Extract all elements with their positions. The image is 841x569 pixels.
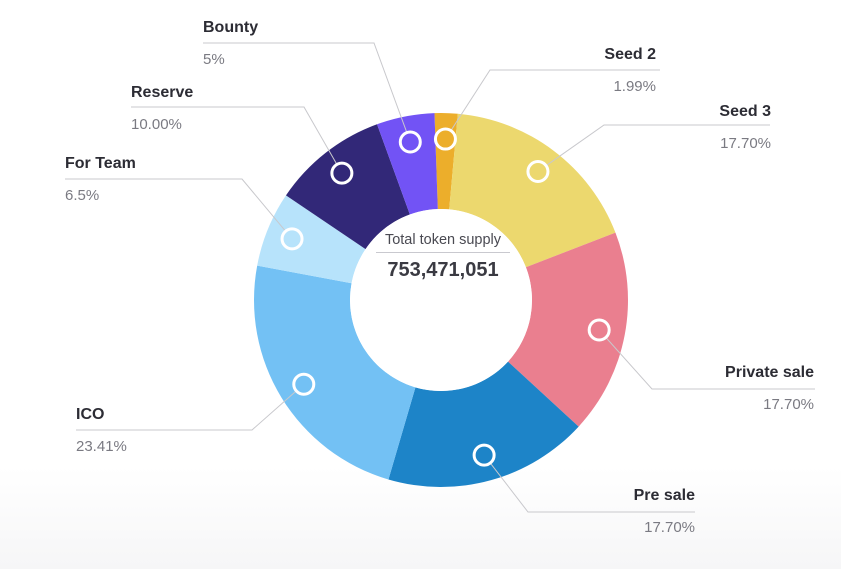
slice-name: Seed 3	[719, 103, 771, 120]
marker-seed-2[interactable]	[433, 127, 457, 151]
legend-label-bounty: Bounty 5%	[203, 18, 258, 70]
slice-for-team[interactable]	[257, 195, 366, 284]
slice-percent: 10.00%	[131, 116, 182, 133]
slice-percent: 5%	[203, 51, 225, 68]
legend-label-pre-sale: Pre sale 17.70%	[520, 486, 695, 538]
slice-pre-sale[interactable]	[388, 361, 579, 487]
leader-line-private-sale	[598, 329, 815, 390]
slice-name: Private sale	[725, 364, 814, 381]
slice-reserve[interactable]	[285, 124, 410, 250]
slice-name: Reserve	[131, 84, 194, 101]
slice-percent: 17.70%	[720, 135, 771, 152]
slice-ico[interactable]	[254, 265, 416, 480]
slice-name: Bounty	[203, 19, 259, 36]
slice-percent: 17.70%	[644, 519, 695, 536]
marker-ico[interactable]	[292, 372, 316, 396]
leader-line-ico	[76, 383, 305, 431]
slice-name: Pre sale	[633, 487, 695, 504]
slice-bounty[interactable]	[377, 113, 438, 215]
leader-line-reserve	[131, 106, 343, 174]
center-caption: Total token supply	[384, 232, 502, 248]
slice-private-sale[interactable]	[507, 232, 628, 427]
slice-name: ICO	[76, 406, 105, 423]
legend-label-ico: ICO 23.41%	[76, 405, 127, 457]
leader-line-seed-2	[445, 69, 660, 140]
center-value: 753,471,051	[387, 259, 499, 281]
slice-name: Seed 2	[604, 46, 656, 63]
slice-percent: 6.5%	[65, 187, 100, 204]
marker-bounty[interactable]	[398, 130, 422, 154]
slice-name: For Team	[65, 155, 136, 172]
leader-line-bounty	[203, 42, 411, 143]
slice-percent: 23.41%	[76, 438, 127, 455]
leader-line-seed-3	[537, 124, 770, 172]
slice-percent: 17.70%	[763, 396, 814, 413]
marker-pre-sale[interactable]	[472, 443, 496, 467]
center-label: Total token supply 753,471,051	[343, 230, 543, 283]
legend-label-seed-3: Seed 3 17.70%	[590, 102, 771, 154]
marker-reserve[interactable]	[330, 161, 354, 185]
marker-private-sale[interactable]	[587, 318, 611, 342]
legend-label-seed-2: Seed 2 1.99%	[470, 45, 656, 97]
center-divider	[376, 252, 510, 253]
legend-label-for-team: For Team 6.5%	[65, 154, 136, 206]
legend-label-private-sale: Private sale 17.70%	[640, 363, 814, 415]
slice-percent: 1.99%	[613, 78, 656, 95]
marker-for-team[interactable]	[280, 227, 304, 251]
donut-hole	[350, 209, 532, 391]
leader-line-pre-sale	[483, 454, 695, 513]
marker-seed-3[interactable]	[526, 159, 550, 183]
leader-line-for-team	[65, 178, 293, 240]
slice-seed-3[interactable]	[449, 113, 616, 268]
legend-label-reserve: Reserve 10.00%	[131, 83, 193, 135]
